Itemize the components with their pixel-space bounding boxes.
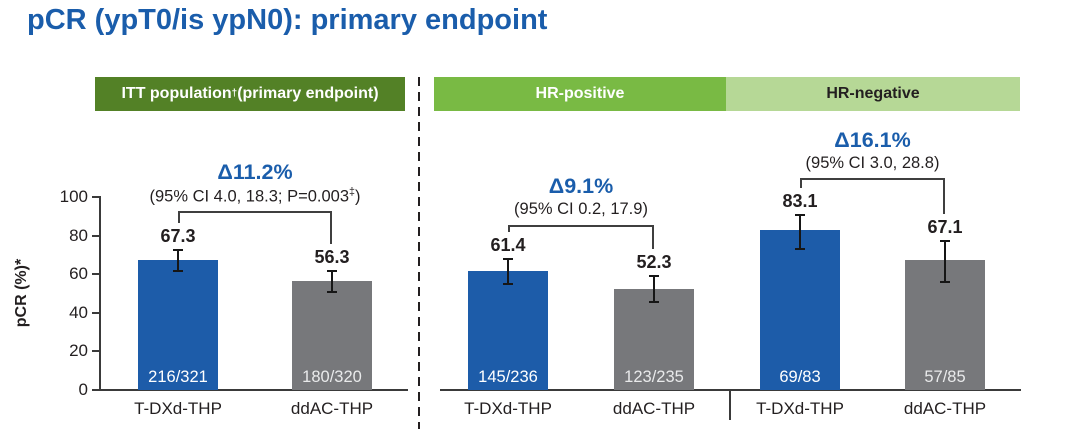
bar-fraction-label: 57/85 — [924, 367, 966, 386]
ci-text: (95% CI 0.2, 17.9 — [514, 200, 643, 218]
ddac-thp-bar: 123/235 — [614, 289, 694, 390]
comparison-bracket-left-end — [800, 178, 802, 189]
header-hr-positive: HR-positive — [434, 77, 726, 111]
error-bar-cap-bottom — [503, 283, 513, 286]
ci-text: (95% CI 4.0, 18.3; P=0.003 — [149, 187, 350, 206]
bar-value-label: 83.1 — [782, 191, 818, 212]
x-axis-category-label: T-DXd-THP — [464, 399, 552, 418]
comparison-bracket-left-end — [508, 225, 510, 233]
x-axis-category-label: ddAC-THP — [612, 399, 696, 418]
comparison-bracket-right-end — [330, 211, 332, 244]
error-bar — [177, 250, 179, 271]
bar-fraction-label: 180/320 — [302, 367, 362, 386]
error-bar-cap-bottom — [327, 291, 337, 294]
bar-fraction-label: 69/83 — [779, 367, 821, 386]
error-bar-cap-bottom — [940, 280, 950, 283]
y-axis-tick-label: 100 — [59, 187, 88, 206]
y-axis-tick-label: 0 — [78, 380, 88, 399]
ci-text-close: ) — [933, 154, 940, 172]
y-axis-tick — [92, 311, 100, 314]
y-axis-title: pCR (%)* — [13, 258, 30, 328]
y-axis-line — [99, 196, 101, 391]
confidence-interval-label: (95% CI 3.0, 28.8) — [713, 154, 1033, 173]
confidence-interval-label: (95% CI 0.2, 17.9) — [421, 200, 741, 219]
error-bar — [507, 259, 509, 285]
comparison-bracket — [800, 178, 945, 180]
error-bar — [653, 276, 655, 302]
y-axis-tick — [92, 350, 100, 353]
error-bar — [799, 215, 801, 249]
bar-value-label: 67.3 — [160, 226, 196, 247]
error-bar-cap-top — [327, 269, 337, 272]
x-axis-category-label: T-DXd-THP — [134, 399, 222, 418]
error-bar-cap-bottom — [173, 269, 183, 272]
error-bar — [331, 270, 333, 293]
y-axis-tick — [92, 196, 100, 198]
panel-divider-dashed-line — [418, 77, 420, 429]
error-bar-cap-bottom — [795, 247, 805, 250]
x-axis-category-label: ddAC-THP — [903, 399, 987, 418]
header-itt-suffix: (primary endpoint) — [237, 85, 379, 102]
ci-text: (95% CI 3.0, 28.8 — [805, 154, 934, 172]
header-itt-text: ITT population — [121, 85, 232, 102]
t-dxd-thp-bar: 145/236 — [468, 271, 548, 390]
error-bar-cap-top — [503, 258, 513, 261]
ci-text-close: ) — [354, 187, 361, 206]
t-dxd-thp-bar: 216/321 — [138, 260, 218, 390]
double-dagger-superscript: ‡ — [349, 186, 355, 198]
delta-label: Δ16.1% — [834, 128, 911, 152]
bar-value-label: 56.3 — [314, 246, 350, 267]
error-bar-cap-top — [649, 275, 659, 278]
error-bar-cap-top — [173, 249, 183, 252]
t-dxd-thp-bar: 69/83 — [760, 229, 840, 390]
y-axis-tick — [92, 273, 100, 276]
delta-label: Δ9.1% — [548, 174, 614, 198]
comparison-bracket-right-end — [652, 225, 654, 250]
page-title: pCR (ypT0/is ypN0): primary endpoint — [27, 4, 548, 36]
bar-fraction-label: 216/321 — [148, 367, 208, 386]
header-itt-population: ITT population † (primary endpoint) — [95, 77, 405, 111]
bar-fraction-label: 123/235 — [624, 367, 684, 386]
bar-value-label: 52.3 — [636, 252, 672, 273]
y-axis-tick — [92, 389, 100, 391]
x-axis-category-label: T-DXd-THP — [756, 399, 844, 418]
comparison-bracket-right-end — [943, 178, 945, 215]
ci-text-close: ) — [642, 200, 648, 218]
header-hr-negative: HR-negative — [726, 77, 1020, 111]
y-axis-tick-label: 60 — [69, 264, 88, 284]
error-bar-cap-bottom — [649, 300, 659, 303]
delta-label: Δ11.2% — [217, 160, 293, 184]
ddac-thp-bar: 180/320 — [292, 281, 372, 390]
y-axis-tick-label: 40 — [69, 302, 88, 322]
x-axis-baseline-subgroups — [440, 389, 1021, 391]
bar-value-label: 61.4 — [490, 235, 526, 256]
y-axis-tick — [92, 234, 100, 237]
comparison-bracket-left-end — [178, 211, 180, 224]
error-bar-cap-top — [795, 214, 805, 217]
confidence-interval-label: (95% CI 4.0, 18.3; P=0.003‡) — [95, 186, 415, 207]
bar-fraction-label: 145/236 — [478, 367, 538, 386]
x-axis-category-label: ddAC-THP — [290, 399, 374, 418]
error-bar-cap-top — [940, 240, 950, 243]
bar-value-label: 67.1 — [927, 217, 963, 238]
comparison-bracket — [178, 211, 332, 213]
y-axis-tick-label: 20 — [69, 341, 88, 361]
hr-subgroup-divider-tick — [729, 391, 731, 420]
y-axis-tick-label: 80 — [69, 225, 88, 245]
comparison-bracket — [508, 225, 654, 227]
x-axis-baseline-itt — [97, 389, 408, 391]
error-bar — [944, 241, 946, 282]
